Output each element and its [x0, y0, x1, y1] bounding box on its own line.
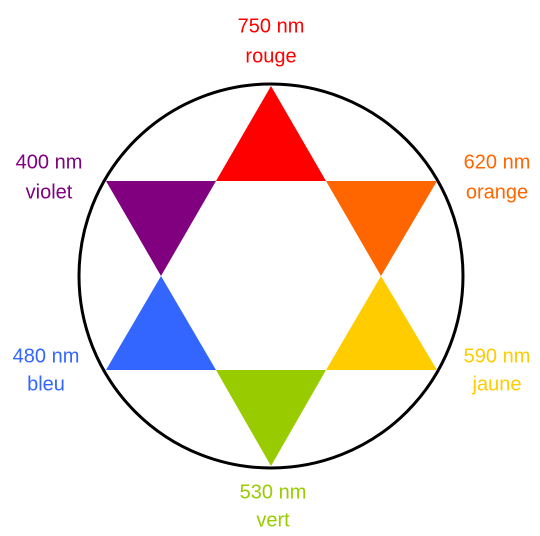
color-triangle: [216, 370, 326, 466]
color-name-label: orange: [466, 181, 528, 203]
color-triangle: [106, 276, 216, 370]
wheel-circle: [77, 82, 465, 470]
color-name-label: jaune: [472, 373, 522, 395]
wavelength-label: 620 nm: [464, 151, 531, 173]
color-name-label: bleu: [27, 373, 65, 395]
wavelength-label: 750 nm: [238, 15, 305, 37]
color-triangle: [326, 181, 437, 276]
color-name-label: rouge: [245, 45, 296, 67]
color-triangle: [216, 86, 326, 181]
color-triangle: [326, 276, 437, 370]
wavelength-label: 480 nm: [13, 345, 80, 367]
color-name-label: vert: [256, 509, 290, 531]
wavelength-label: 530 nm: [240, 481, 307, 503]
wavelength-label: 590 nm: [464, 345, 531, 367]
color-triangle: [106, 181, 216, 276]
wavelength-label: 400 nm: [16, 151, 83, 173]
color-name-label: violet: [26, 181, 73, 203]
